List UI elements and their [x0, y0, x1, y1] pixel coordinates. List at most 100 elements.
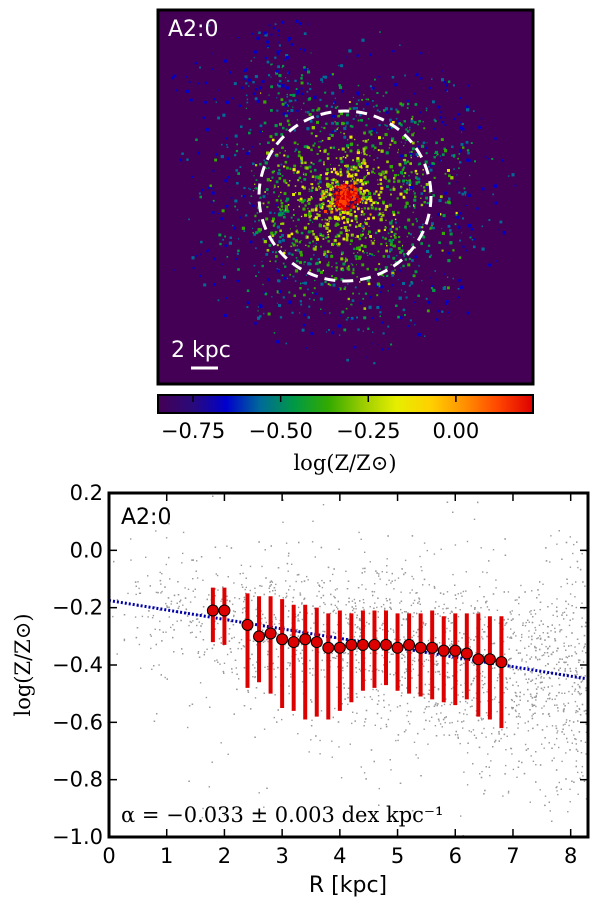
scatter-point — [291, 563, 293, 565]
map-pixel — [391, 139, 394, 142]
map-pixel — [453, 84, 455, 87]
scatter-point — [431, 716, 433, 718]
map-pixel — [278, 169, 281, 172]
map-pixel — [252, 190, 255, 192]
map-pixel — [211, 52, 213, 55]
map-pixel — [245, 94, 248, 97]
map-pixel — [259, 196, 262, 199]
map-pixel — [334, 121, 336, 123]
scatter-point — [412, 616, 414, 618]
map-pixel — [323, 224, 326, 228]
map-pixel — [441, 231, 445, 235]
scatter-point — [583, 608, 585, 610]
map-pixel — [417, 177, 421, 181]
map-pixel — [326, 189, 328, 191]
map-pixel — [316, 120, 319, 124]
scatter-point — [147, 575, 149, 577]
map-pixel — [323, 250, 326, 254]
map-pixel — [325, 172, 328, 176]
scatter-point — [528, 636, 530, 638]
map-pixel — [201, 189, 204, 192]
map-pixel — [316, 213, 319, 216]
scatter-point — [518, 703, 520, 706]
map-pixel — [420, 242, 423, 245]
scatter-point — [379, 578, 381, 580]
scatter-point — [509, 637, 511, 639]
map-pixel — [265, 188, 269, 191]
map-pixel — [367, 282, 371, 286]
scatter-point — [342, 666, 344, 669]
scatter-point — [422, 693, 424, 695]
map-pixel — [392, 213, 396, 216]
map-pixel — [463, 199, 465, 201]
map-pixel — [313, 254, 315, 256]
scatter-point — [288, 692, 290, 695]
map-pixel — [366, 278, 370, 282]
scatter-point — [425, 658, 428, 661]
map-pixel — [359, 191, 362, 194]
scatter-point — [338, 746, 340, 748]
scatter-point — [462, 590, 465, 593]
map-pixel — [360, 244, 364, 247]
scatter-point — [507, 790, 510, 793]
map-pixel — [314, 179, 316, 181]
map-pixel — [381, 348, 384, 351]
map-pixel — [253, 175, 255, 177]
map-pixel — [280, 133, 283, 136]
scatter-point — [554, 698, 556, 700]
scatter-point — [416, 592, 418, 594]
scatter-point — [245, 586, 247, 589]
map-pixel — [410, 157, 412, 159]
map-pixel — [236, 280, 239, 282]
map-pixel — [259, 228, 262, 232]
map-pixel — [481, 247, 485, 251]
scatter-point — [311, 674, 314, 676]
scatter-point — [438, 642, 441, 644]
scatter-point — [353, 636, 356, 638]
map-pixel — [277, 29, 280, 32]
map-pixel — [342, 262, 346, 266]
map-pixel — [403, 103, 405, 105]
scatter-point — [443, 612, 445, 614]
scatter-point — [434, 613, 437, 615]
map-pixel — [434, 120, 437, 123]
map-pixel — [324, 191, 326, 193]
map-pixel — [492, 193, 494, 196]
map-pixel — [294, 99, 297, 102]
map-pixel — [364, 236, 367, 239]
map-pixel — [361, 99, 363, 101]
scatter-point — [303, 598, 305, 601]
scatter-point — [411, 663, 414, 666]
map-pixel — [365, 98, 368, 101]
map-pixel — [372, 87, 375, 90]
scatter-point — [415, 754, 417, 756]
map-pixel — [338, 148, 340, 151]
scatter-point — [556, 790, 558, 792]
scatter-point — [565, 719, 568, 721]
map-pixel — [280, 191, 282, 194]
map-pixel — [300, 161, 304, 165]
map-pixel — [171, 76, 175, 80]
map-pixel — [274, 56, 277, 59]
map-pixel — [376, 306, 380, 309]
scatter-point — [520, 669, 522, 671]
map-pixel — [267, 312, 271, 316]
map-pixel — [212, 169, 215, 172]
map-pixel — [225, 137, 228, 140]
scatter-point — [219, 663, 221, 665]
scatter-point — [297, 618, 299, 620]
map-pixel — [199, 66, 201, 69]
scatter-point — [525, 661, 527, 663]
map-pixel — [272, 27, 275, 30]
map-pixel — [433, 128, 436, 130]
map-pixel — [384, 226, 387, 229]
scatter-point — [457, 736, 459, 738]
map-pixel — [200, 240, 203, 244]
map-pixel — [346, 266, 350, 270]
map-pixel — [444, 201, 447, 204]
scatter-point — [450, 610, 453, 612]
scatter-point — [397, 577, 400, 579]
map-pixel — [255, 164, 258, 167]
scatter-point — [563, 703, 565, 705]
map-pixel — [277, 206, 280, 208]
